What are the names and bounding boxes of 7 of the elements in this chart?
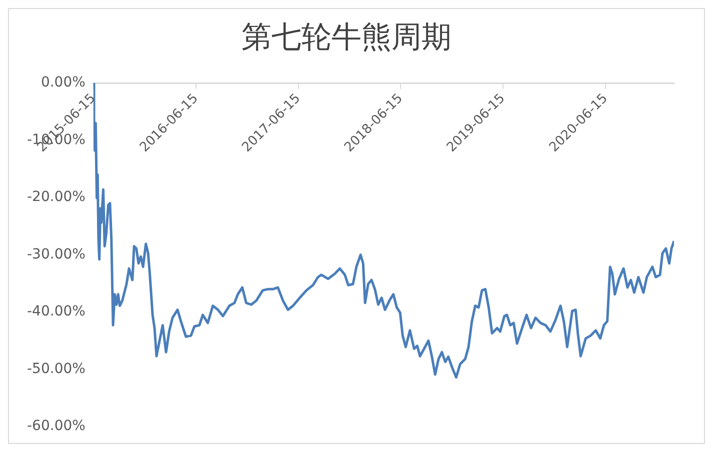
y-tick-label: -30.00% xyxy=(26,246,86,262)
y-tick-label: 0.00% xyxy=(40,74,86,91)
chart-title: 第七轮牛熊周期 xyxy=(242,20,452,55)
y-tick-label: -20.00% xyxy=(26,189,86,206)
y-tick-label: -40.00% xyxy=(26,304,86,320)
y-tick-label: -60.00% xyxy=(26,418,86,434)
y-tick-label: -50.00% xyxy=(26,360,86,377)
